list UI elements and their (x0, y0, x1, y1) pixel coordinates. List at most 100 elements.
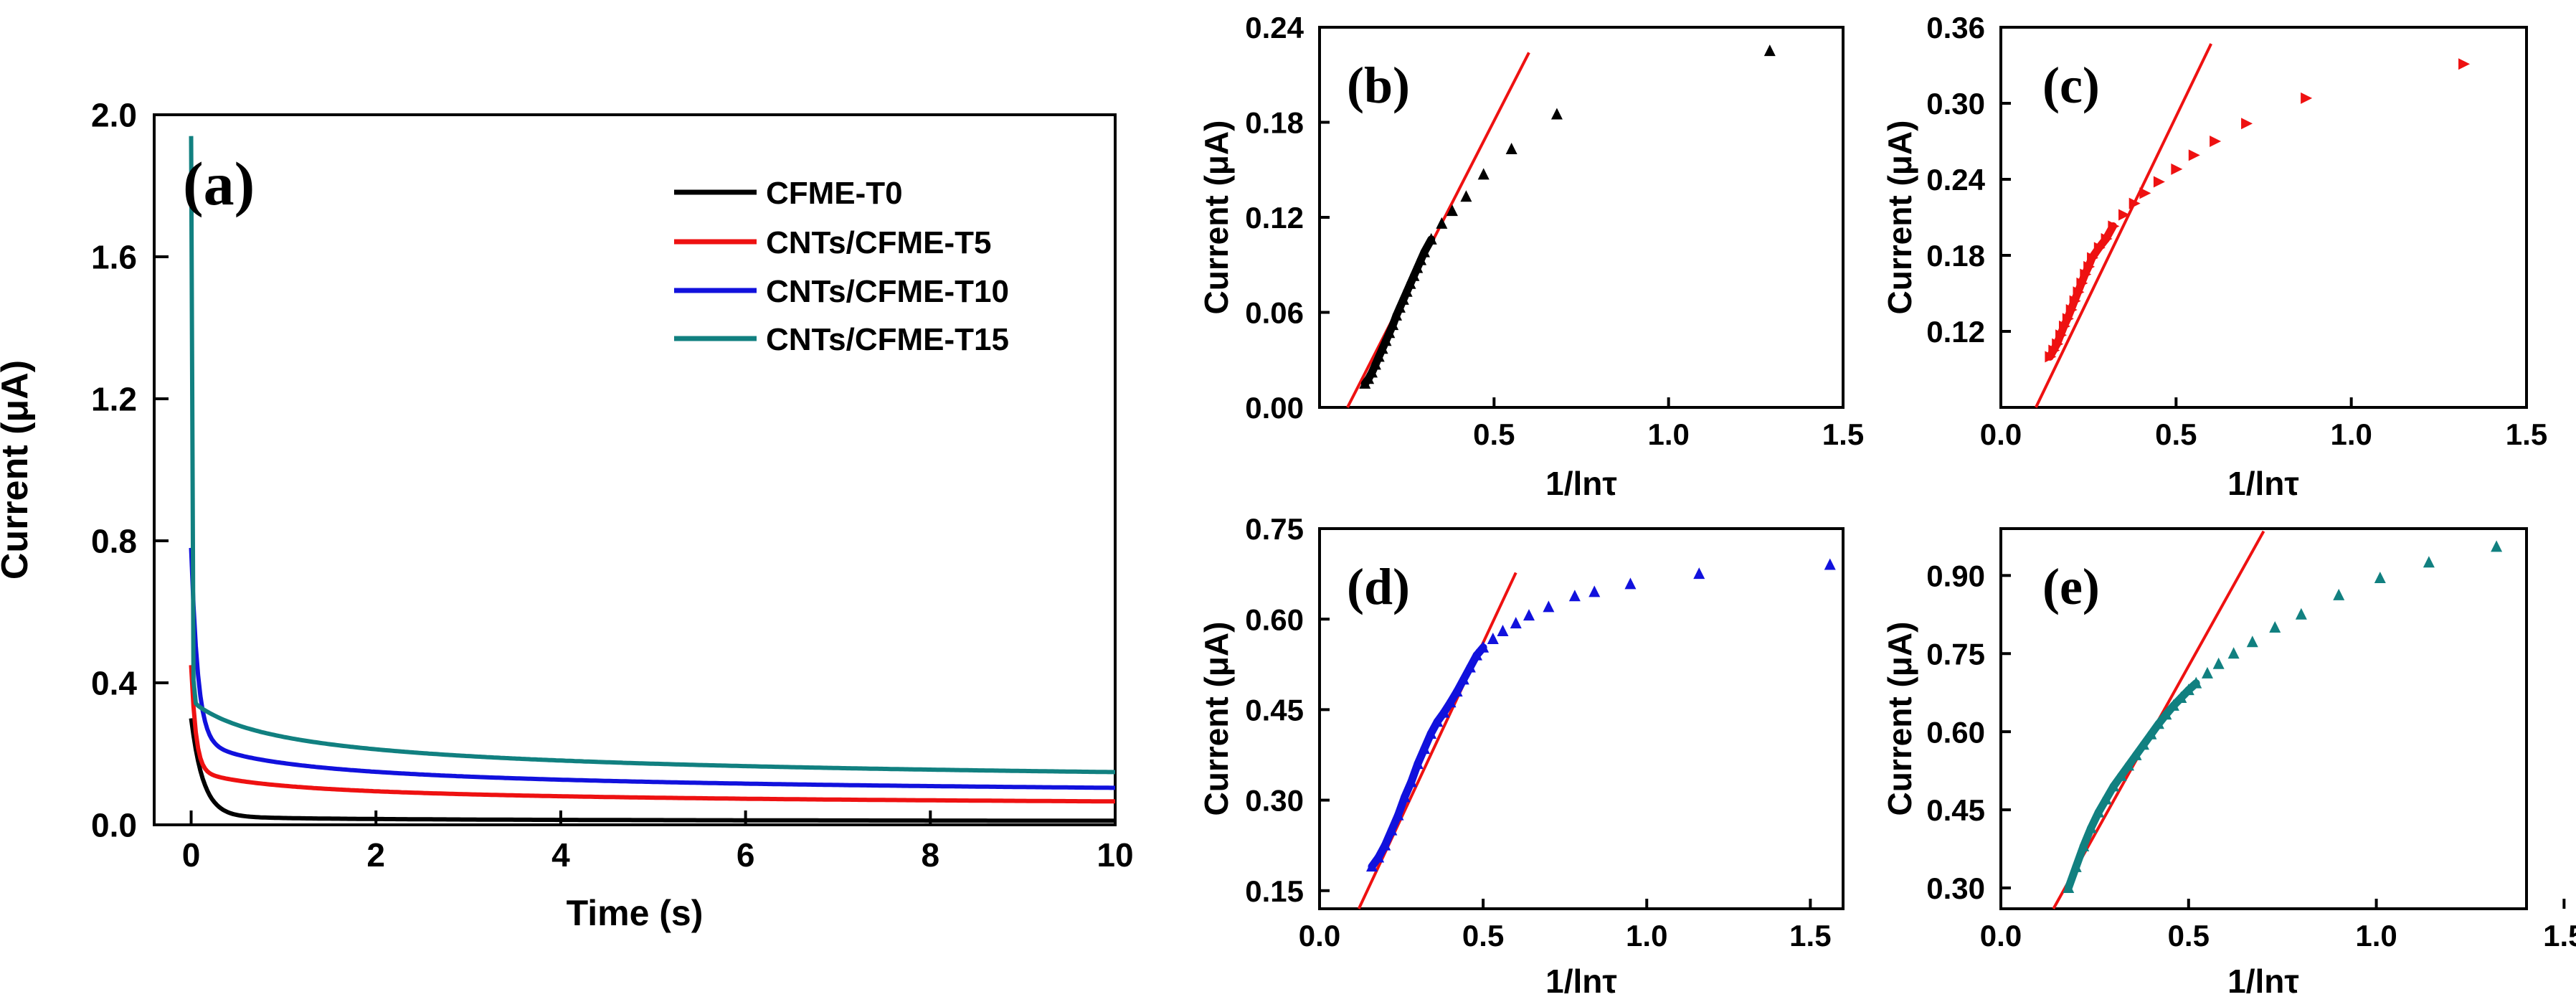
y-tick-label: 1.2 (91, 381, 137, 418)
data-point (2108, 780, 2120, 792)
series-line-cnts-cfme-t15 (189, 136, 1116, 775)
y-tick-label: 0.0 (91, 807, 137, 844)
y-tick-label: 0.24 (1926, 163, 1985, 197)
panel-a-ylabel: Current (μA) (0, 360, 36, 580)
data-point (2045, 351, 2057, 363)
data-point (2171, 163, 2183, 175)
x-tick-label: 4 (551, 836, 570, 874)
panel-d: 0.0 0.5 1.0 1.5 0.15 0.30 0.45 0.60 0.75 Current… (1198, 512, 1845, 1000)
x-tick-label: 0.5 (1462, 919, 1504, 953)
data-point (1386, 823, 1398, 836)
data-point (1464, 661, 1476, 673)
data-point (2227, 647, 2240, 659)
y-tick-label: 0.4 (91, 665, 137, 702)
data-point (2115, 769, 2127, 781)
data-point (1550, 108, 1563, 120)
y-tick-label: 0.75 (1926, 637, 1985, 671)
data-point (2212, 657, 2225, 669)
y-tick-label: 0.45 (1926, 793, 1985, 827)
data-point (1373, 851, 1385, 863)
panel-e-ylabel: Current (μA) (1881, 622, 1918, 816)
y-tick-label: 0.24 (1245, 11, 1304, 44)
panel-b: 0.5 1.0 1.5 0.00 0.06 0.12 0.18 0.24 Current (μ… (1198, 11, 1864, 502)
panel-d-xlabel: 1/lnτ (1545, 963, 1617, 1000)
y-tick-label: 0.30 (1926, 871, 1985, 905)
panel-c: 0.0 0.5 1.0 1.5 0.12 0.18 0.24 0.30 0.36 Current… (1881, 11, 2547, 502)
y-tick-label: 2.0 (91, 97, 137, 134)
y-tick-label: 0.30 (1245, 784, 1304, 818)
panel-b-ylabel: Current (μA) (1198, 120, 1235, 315)
data-point (1824, 558, 1836, 570)
y-tick-label: 0.60 (1245, 602, 1304, 636)
data-point (1425, 232, 1437, 245)
panel-a-label: (a) (183, 149, 255, 218)
y-tick-label: 1.6 (91, 239, 137, 276)
panel-d-label: (d) (1347, 558, 1410, 615)
data-point (2139, 187, 2151, 199)
data-point (2167, 699, 2179, 711)
panel-c-label: (c) (2042, 57, 2100, 114)
y-tick-label: 0.45 (1245, 694, 1304, 727)
series-line-cnts-cfme-t10 (189, 547, 1115, 790)
panel-e-label: (e) (2042, 558, 2100, 615)
data-point (2108, 220, 2120, 232)
data-point (1363, 372, 1375, 384)
y-tick-label: 0.06 (1245, 296, 1304, 330)
y-tick-label: 0.90 (1926, 559, 1985, 592)
x-tick-label: 1.5 (2543, 919, 2576, 953)
panel-a-xlabel: Time (s) (567, 893, 704, 933)
legend-label-cnts-cfme-t10: CNTs/CFME-T10 (766, 274, 1009, 309)
data-point (2241, 118, 2253, 130)
panel-b-series-group (1346, 44, 1776, 408)
y-tick-label: 0.12 (1245, 201, 1304, 235)
data-point (1436, 217, 1448, 229)
panel-c-series-group (2035, 43, 2471, 408)
data-point (2458, 58, 2471, 70)
data-point (2070, 860, 2082, 872)
series-line-cnts-cfme-t5 (189, 665, 1115, 804)
data-point (2062, 313, 2074, 325)
data-point (1438, 706, 1450, 718)
data-point (1431, 715, 1444, 727)
panel-c-xlabel: 1/lnτ (2227, 465, 2299, 502)
data-point (2182, 684, 2194, 696)
y-tick-label: 0.00 (1245, 391, 1304, 425)
data-point (2160, 708, 2172, 720)
data-point (1425, 727, 1437, 739)
data-point (2128, 197, 2141, 209)
x-tick-label: 0.0 (1980, 919, 2022, 953)
data-point (1460, 190, 1472, 202)
panel-e-ticks: 0.0 0.5 1.0 1.5 0.30 0.45 0.60 0.75 0.90 (1926, 559, 2576, 953)
data-point (1392, 808, 1404, 821)
data-point (1588, 585, 1601, 597)
panel-c-ticks: 0.0 0.5 1.0 1.5 0.12 0.18 0.24 0.30 0.36 (1926, 11, 2547, 451)
data-point (1523, 609, 1535, 621)
data-point (1383, 326, 1396, 339)
data-point (2246, 635, 2258, 648)
data-point (1366, 366, 1378, 378)
x-tick-label: 0 (182, 836, 201, 874)
data-point (2093, 805, 2105, 818)
data-point (1543, 600, 1555, 613)
data-point (2295, 608, 2307, 620)
x-tick-label: 0.5 (2168, 919, 2210, 953)
data-point (1391, 308, 1403, 321)
data-point (1405, 775, 1417, 788)
y-tick-label: 0.15 (1245, 874, 1304, 908)
data-point (2085, 821, 2097, 833)
y-tick-label: 0.12 (1926, 315, 1985, 349)
data-point (1401, 285, 1413, 297)
x-tick-label: 0.5 (1473, 417, 1515, 451)
data-point (1387, 318, 1399, 331)
x-tick-label: 2 (366, 836, 385, 874)
fit-line (1346, 52, 1530, 408)
data-point (1411, 261, 1424, 273)
x-tick-label: 1.5 (1789, 919, 1831, 953)
data-point (1419, 742, 1430, 755)
y-tick-label: 0.18 (1245, 106, 1304, 140)
data-point (1624, 577, 1637, 590)
legend-label-cnts-cfme-t5: CNTs/CFME-T5 (766, 225, 992, 260)
data-point (2055, 329, 2068, 341)
panel-a-ticks: 0 2 4 6 8 10 0.0 0.4 0.8 1.2 1.6 2.0 (91, 97, 1134, 874)
data-point (1444, 696, 1457, 708)
